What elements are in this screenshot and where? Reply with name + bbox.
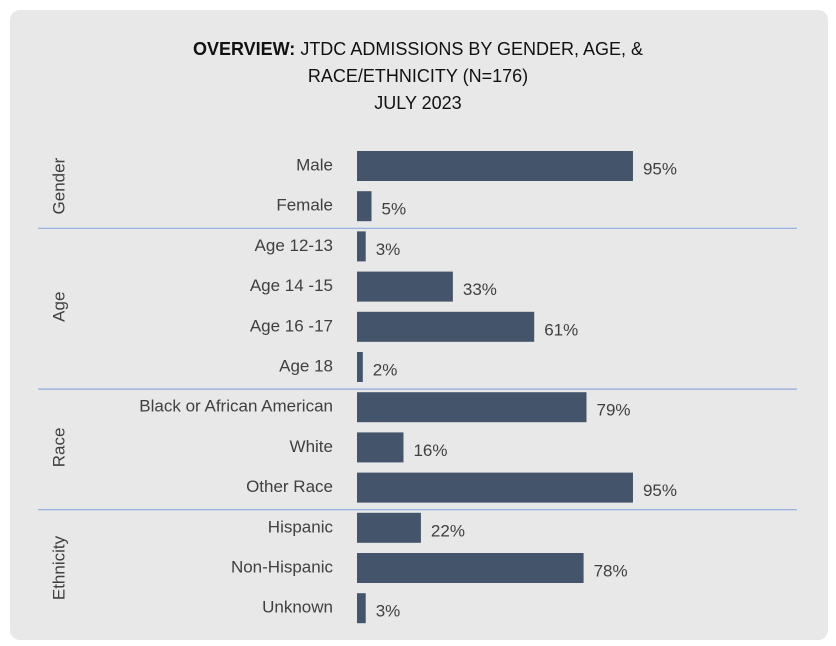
group-label: Gender <box>49 157 68 214</box>
category-label: Age 18 <box>279 356 333 375</box>
category-label: White <box>290 437 333 456</box>
bar <box>357 512 421 543</box>
bar <box>357 191 372 222</box>
category-label: Hispanic <box>268 517 334 536</box>
value-label: 79% <box>596 401 630 420</box>
value-label: 3% <box>376 240 401 259</box>
bar <box>357 311 535 342</box>
value-label: 95% <box>643 481 677 500</box>
category-label: Black or African American <box>139 397 333 416</box>
category-label: Age 16 -17 <box>250 316 333 335</box>
bar <box>357 151 633 181</box>
group-label: Ethnicity <box>49 535 68 600</box>
bar <box>357 553 584 583</box>
category-label: Unknown <box>262 598 333 617</box>
group-label: Race <box>49 428 68 468</box>
value-label: 16% <box>413 441 447 460</box>
bar <box>357 593 366 624</box>
category-label: Age 14 -15 <box>250 276 333 295</box>
value-label: 61% <box>544 320 578 339</box>
chart-title-block: OVERVIEW: JTDC ADMISSIONS BY GENDER, AGE… <box>150 36 686 117</box>
value-label: 3% <box>376 602 401 621</box>
value-label: 78% <box>594 561 628 580</box>
bar <box>357 432 404 463</box>
value-label: 22% <box>431 521 465 540</box>
chart-title: JTDC ADMISSIONS BY GENDER, AGE, & RACE/E… <box>300 39 644 86</box>
category-label: Male <box>296 155 333 174</box>
category-label: Non-Hispanic <box>231 557 334 576</box>
bar <box>357 472 633 503</box>
value-label: 5% <box>382 200 407 219</box>
value-label: 33% <box>463 280 497 299</box>
bar <box>357 352 363 382</box>
value-label: 95% <box>643 159 677 178</box>
category-label: Female <box>276 196 333 215</box>
category-label: Other Race <box>246 477 333 496</box>
bar <box>357 271 453 302</box>
bar <box>357 231 366 262</box>
bar <box>357 392 587 423</box>
chart-subtitle: JULY 2023 <box>374 93 462 113</box>
value-label: 2% <box>373 360 398 379</box>
chart-title-prefix: OVERVIEW: <box>192 39 296 59</box>
group-label: Age <box>49 292 68 322</box>
category-label: Age 12-13 <box>255 236 333 255</box>
